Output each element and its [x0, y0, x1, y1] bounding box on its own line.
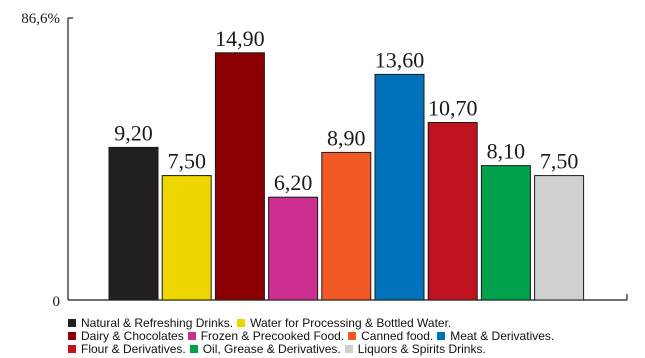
bar-5 — [321, 151, 372, 301]
bar-7 — [427, 122, 478, 301]
legend-row-3: Flour & Derivatives. Oil, Grease & Deriva… — [68, 343, 643, 356]
bar-2 — [161, 175, 212, 301]
data-label-9: 7,50 — [540, 149, 579, 174]
legend-label: Natural & Refreshing Drinks. — [81, 316, 234, 330]
legend-swatch — [68, 332, 76, 341]
legend-label: Water for Processing & Bottled Water. — [250, 316, 452, 330]
y-tick-label-top: 86,6% — [21, 11, 60, 27]
legend-row-2: Dairy & Chocolates Frozen & Precooked Foo… — [68, 330, 643, 343]
legend-item-3: Dairy & Chocolates — [68, 329, 184, 343]
legend-item-8: Oil, Grease & Derivatives. — [189, 342, 341, 357]
legend-swatch — [68, 319, 76, 327]
legend-swatch — [437, 332, 446, 341]
data-label-3: 14,90 — [215, 26, 265, 51]
bar-group — [108, 52, 585, 301]
legend-swatch — [237, 319, 246, 327]
legend-label: Meat & Derivatives. — [450, 329, 555, 344]
legend: Natural & Refreshing Drinks. Water for Pr… — [68, 316, 643, 357]
legend-item-2: Water for Processing & Bottled Water. — [237, 316, 451, 330]
legend-swatch — [189, 345, 198, 354]
legend-item-7: Flour & Derivatives. — [68, 342, 186, 356]
bar-8 — [480, 165, 531, 301]
bar-9 — [534, 175, 585, 301]
legend-swatch — [344, 345, 353, 354]
legend-item-4: Frozen & Precooked Food. — [187, 329, 345, 344]
legend-label: Canned food. — [361, 329, 434, 344]
data-label-4: 6,20 — [274, 170, 313, 195]
legend-label: Liquors & Spirits Drinks. — [357, 342, 486, 357]
legend-label: Frozen & Precooked Food. — [200, 329, 345, 344]
legend-item-6: Meat & Derivatives. — [437, 329, 554, 343]
data-label-2: 7,50 — [167, 149, 206, 174]
bar-4 — [268, 196, 319, 301]
legend-item-5: Canned food. — [348, 329, 433, 343]
legend-swatch — [348, 332, 357, 341]
y-tick-label-zero: 0 — [53, 294, 61, 310]
legend-swatch — [68, 345, 76, 354]
legend-item-9: Liquors & Spirits Drinks. — [344, 342, 486, 357]
bar-1 — [108, 146, 159, 301]
data-label-8: 8,10 — [487, 139, 526, 164]
legend-swatch — [187, 332, 196, 341]
data-label-7: 10,70 — [428, 96, 478, 121]
legend-label: Oil, Grease & Derivatives. — [202, 342, 341, 357]
bar-6 — [374, 73, 425, 301]
data-label-6: 13,60 — [375, 47, 425, 72]
data-label-1: 9,20 — [114, 120, 153, 145]
legend-item-1: Natural & Refreshing Drinks. — [68, 316, 233, 330]
legend-row-1: Natural & Refreshing Drinks. Water for Pr… — [68, 316, 643, 330]
legend-label: Flour & Derivatives. — [81, 342, 186, 357]
legend-label: Dairy & Chocolates — [81, 329, 184, 344]
data-label-5: 8,90 — [327, 125, 366, 150]
bar-3 — [214, 52, 265, 301]
